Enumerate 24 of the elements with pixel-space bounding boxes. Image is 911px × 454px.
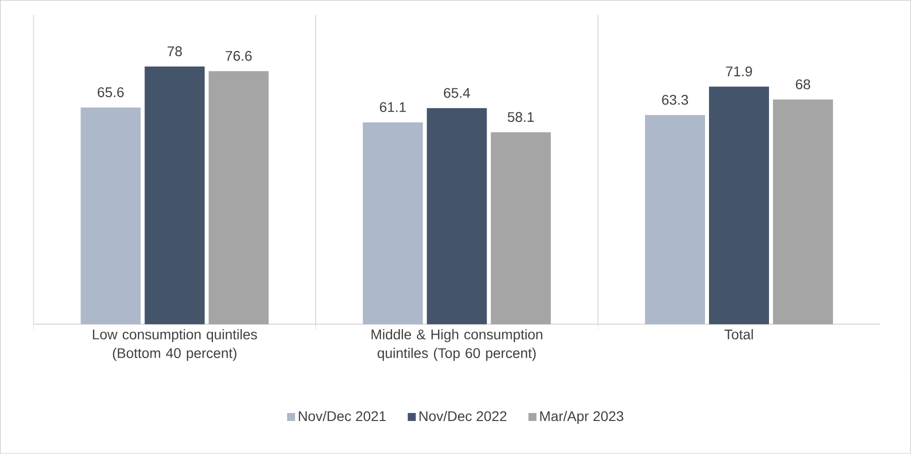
bar [772,100,833,324]
data-label: 61.1 [380,102,406,112]
bar [208,71,269,324]
legend-label: Mar/Apr 2023 [540,410,624,424]
bar [490,132,551,324]
data-label: 76.6 [226,51,252,61]
data-label: 78 [168,46,182,56]
bar [645,115,705,324]
x-tick-label: Low consumption quintiles (Bottom 40 percent) [92,329,257,361]
legend-label: Nov/Dec 2022 [420,410,506,422]
data-label: 68 [796,79,810,90]
bar [362,122,423,324]
data-label: 58.1 [508,112,534,122]
data-label: 65.4 [444,88,470,98]
bar [144,66,205,324]
bar [709,86,769,324]
data-label: 63.3 [662,94,688,105]
data-label: 65.6 [98,87,124,98]
data-label: 71.9 [726,66,752,76]
bar [80,108,141,324]
legend-label: Nov/Dec 2021 [298,410,386,422]
x-tick-label: Middle & High consumption quintiles (Top 60 percent) [372,329,542,361]
x-tick-label: Total [724,329,753,340]
bar [426,108,487,324]
